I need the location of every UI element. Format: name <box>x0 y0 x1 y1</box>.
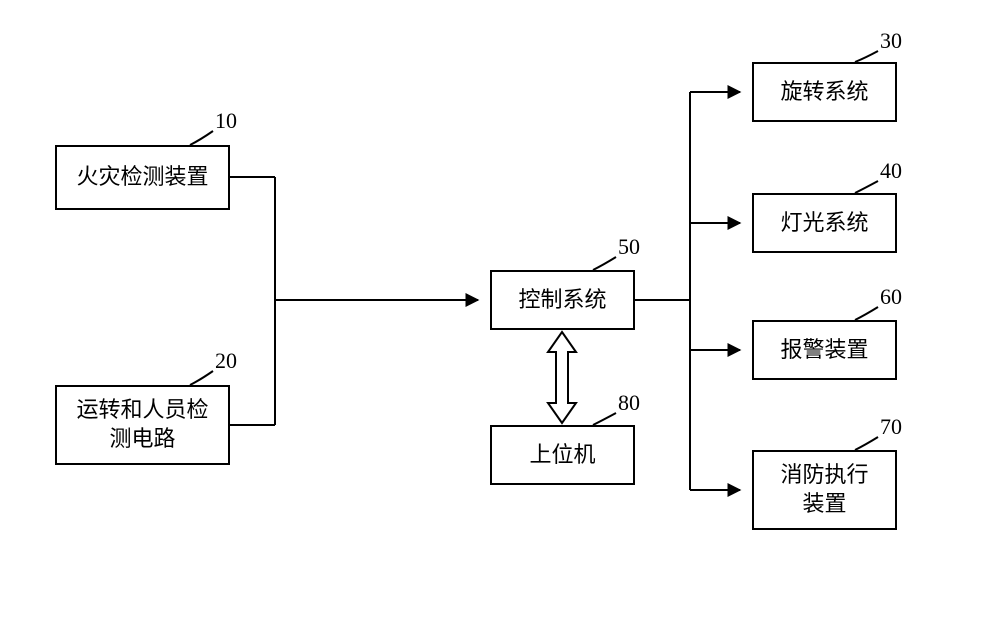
node-id-60: 60 <box>880 284 902 310</box>
node-label: 报警装置 <box>780 336 868 365</box>
label-leader-30 <box>855 51 878 62</box>
node-id-50: 50 <box>618 234 640 260</box>
label-leader-60 <box>855 307 878 320</box>
node-fire-detector: 火灾检测装置 <box>55 145 230 210</box>
node-id-20: 20 <box>215 348 237 374</box>
node-motion-detector: 运转和人员检 测电路 <box>55 385 230 465</box>
node-id-70: 70 <box>880 414 902 440</box>
label-leader-80 <box>593 413 616 425</box>
label-leader-10 <box>190 131 213 145</box>
node-label: 运转和人员检 测电路 <box>76 396 208 453</box>
node-id-40: 40 <box>880 158 902 184</box>
label-leader-70 <box>855 437 878 450</box>
label-leader-40 <box>855 181 878 193</box>
node-rotation-system: 旋转系统 <box>752 62 897 122</box>
node-alarm-device: 报警装置 <box>752 320 897 380</box>
node-id-10: 10 <box>215 108 237 134</box>
node-label: 上位机 <box>529 441 595 470</box>
node-lighting-system: 灯光系统 <box>752 193 897 253</box>
node-label: 火灾检测装置 <box>76 163 208 192</box>
edge-control-host-bidir <box>542 315 582 430</box>
node-id-30: 30 <box>880 28 902 54</box>
label-leader-20 <box>190 371 213 385</box>
node-label: 灯光系统 <box>780 209 868 238</box>
node-fire-exec-device: 消防执行 装置 <box>752 450 897 530</box>
node-label: 控制系统 <box>518 286 606 315</box>
node-host-computer: 上位机 <box>490 425 635 485</box>
node-label: 消防执行 装置 <box>780 461 868 518</box>
label-leader-50 <box>593 257 616 270</box>
node-id-80: 80 <box>618 390 640 416</box>
node-label: 旋转系统 <box>780 78 868 107</box>
node-control-system: 控制系统 <box>490 270 635 330</box>
